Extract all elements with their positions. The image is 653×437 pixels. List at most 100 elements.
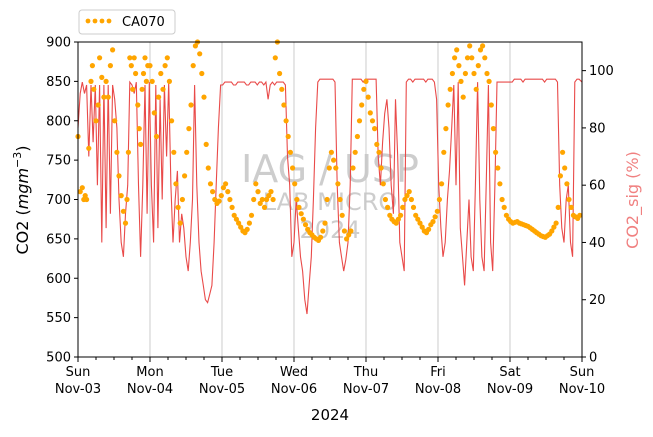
- y-tick-label-left: 600: [46, 272, 71, 287]
- data-point-ca070: [464, 55, 471, 61]
- x-tick-label-date: Nov-08: [415, 382, 461, 397]
- data-point-ca070: [225, 189, 231, 195]
- data-point-ca070: [173, 181, 179, 187]
- data-point-ca070: [395, 216, 401, 222]
- data-point-ca070: [248, 212, 255, 218]
- data-point-ca070: [382, 196, 388, 203]
- data-point-ca070: [484, 70, 490, 77]
- data-point-ca070: [456, 63, 462, 69]
- data-point-ca070: [564, 181, 570, 187]
- data-point-ca070: [151, 110, 157, 116]
- data-point-ca070: [400, 204, 406, 210]
- data-point-ca070: [490, 126, 496, 132]
- data-point-ca070: [210, 189, 216, 195]
- data-point-ca070: [110, 47, 116, 53]
- data-point-ca070: [216, 198, 222, 204]
- data-point-ca070: [361, 86, 367, 92]
- data-point-ca070: [99, 74, 105, 80]
- data-point-ca070: [354, 133, 360, 140]
- x-tick-label-day: Wed: [280, 365, 308, 380]
- data-point-ca070: [449, 70, 455, 77]
- data-point-ca070: [404, 193, 410, 199]
- data-point-ca070: [166, 78, 172, 84]
- data-point-ca070: [153, 133, 160, 140]
- data-point-ca070: [266, 193, 272, 199]
- data-point-ca070: [116, 173, 122, 179]
- data-point-ca070: [277, 70, 283, 77]
- data-point-ca070: [139, 86, 145, 92]
- data-point-ca070: [203, 141, 209, 147]
- data-point-ca070: [97, 55, 103, 61]
- data-point-ca070: [268, 189, 274, 195]
- y-tick-label-left: 800: [46, 114, 71, 129]
- data-point-ca070: [350, 165, 356, 171]
- data-point-ca070: [320, 228, 326, 234]
- data-point-ca070: [486, 78, 492, 84]
- data-point-ca070: [549, 228, 555, 234]
- data-point-ca070: [557, 173, 564, 179]
- data-point-ca070: [378, 165, 384, 171]
- data-point-ca070: [499, 196, 505, 203]
- data-point-ca070: [408, 196, 414, 203]
- data-point-ca070: [356, 118, 363, 124]
- data-point-ca070: [566, 196, 572, 203]
- data-point-ca070: [156, 94, 162, 100]
- data-point-ca070: [124, 196, 130, 203]
- y-tick-label-right: 0: [589, 351, 597, 366]
- data-point-ca070: [292, 181, 298, 187]
- data-point-ca070: [339, 212, 345, 218]
- data-point-ca070: [380, 181, 386, 187]
- data-point-ca070: [188, 102, 194, 108]
- data-point-ca070: [233, 216, 239, 222]
- data-point-ca070: [471, 70, 477, 77]
- data-point-ca070: [419, 224, 425, 230]
- data-point-ca070: [272, 55, 278, 61]
- data-point-ca070: [190, 63, 196, 69]
- y-tick-label-left: 550: [46, 311, 71, 326]
- data-point-ca070: [197, 51, 203, 57]
- data-point-ca070: [430, 219, 436, 225]
- data-point-ca070: [398, 212, 404, 218]
- data-point-ca070: [279, 86, 285, 92]
- data-point-ca070: [244, 226, 250, 232]
- data-point-ca070: [169, 118, 175, 124]
- data-point-ca070: [460, 94, 466, 100]
- data-point-ca070: [93, 118, 99, 124]
- data-point-ca070: [107, 63, 113, 69]
- data-point-ca070: [91, 86, 97, 92]
- y-axis-right: 0 20 40 60 80 100: [582, 64, 614, 366]
- data-point-ca070: [131, 55, 137, 61]
- y-tick-label-right: 80: [589, 121, 606, 136]
- x-tick-label-date: Nov-06: [271, 382, 317, 397]
- data-point-ca070: [458, 78, 464, 84]
- data-point-ca070: [207, 181, 214, 187]
- data-point-ca070: [182, 173, 188, 179]
- x-tick-label-day: Thu: [353, 365, 378, 380]
- data-point-ca070: [417, 220, 423, 226]
- data-point-ca070: [171, 149, 177, 155]
- y-tick-label-left: 500: [46, 351, 71, 366]
- y-tick-label-left: 850: [46, 75, 71, 90]
- data-point-ca070: [568, 204, 574, 210]
- data-point-ca070: [348, 228, 354, 234]
- data-point-ca070: [387, 212, 393, 218]
- data-point-ca070: [79, 185, 85, 191]
- data-point-ca070: [477, 47, 484, 53]
- data-point-ca070: [192, 43, 198, 49]
- data-point-ca070: [103, 78, 109, 84]
- data-point-ca070: [298, 211, 304, 217]
- y-axis-label-right: CO2_sig (%): [623, 151, 643, 249]
- data-point-ca070: [475, 63, 481, 69]
- data-point-ca070: [285, 133, 291, 140]
- data-point-ca070: [452, 55, 458, 61]
- data-point-ca070: [199, 70, 205, 77]
- data-point-ca070: [495, 165, 501, 171]
- y-tick-label-right: 100: [589, 64, 614, 79]
- watermark-line-2: LAB MICRO: [263, 188, 398, 216]
- x-tick-label-day: Tue: [210, 365, 233, 380]
- x-tick-label-day: Sun: [66, 365, 91, 380]
- data-point-ca070: [120, 208, 126, 214]
- data-point-ca070: [324, 196, 330, 203]
- x-tick-label-date: Nov-05: [199, 382, 245, 397]
